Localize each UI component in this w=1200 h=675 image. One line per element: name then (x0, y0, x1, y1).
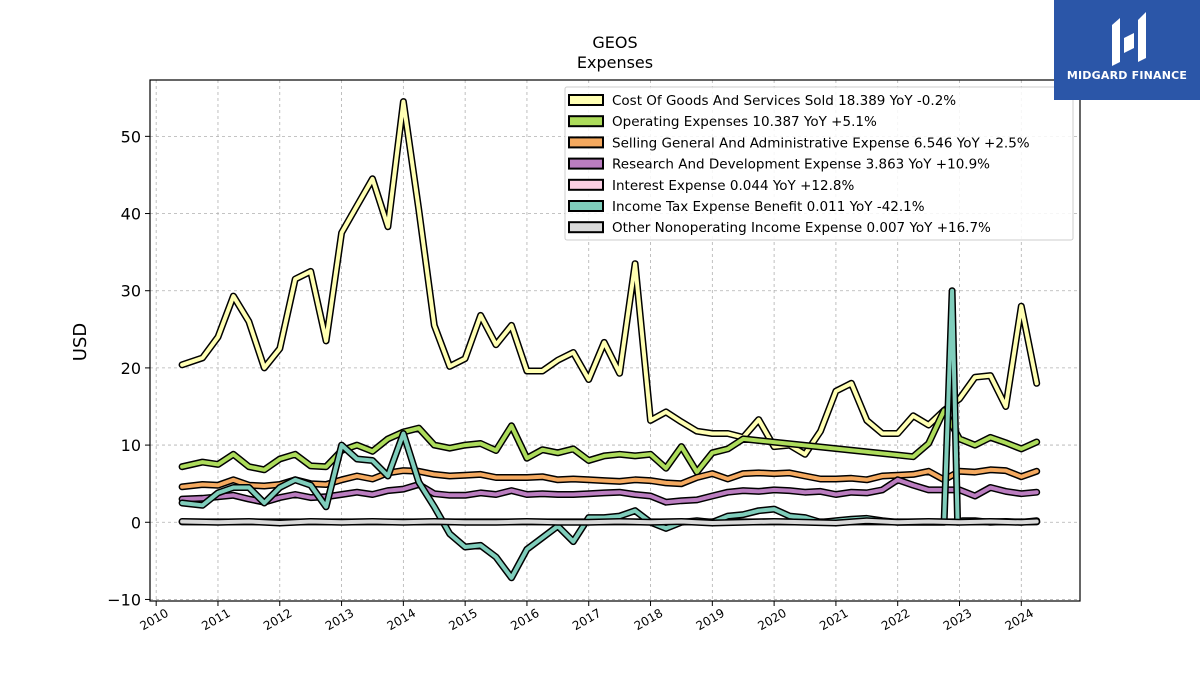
legend-swatch (568, 115, 604, 128)
legend-swatch (568, 221, 604, 234)
legend-entry: Operating Expenses 10.387 YoY +5.1% (612, 114, 877, 130)
legend-entry: Income Tax Expense Benefit 0.011 YoY -42… (612, 199, 925, 215)
series-line-1 (180, 408, 1039, 475)
x-tick-label: 2021 (817, 606, 850, 633)
legend-swatch (568, 200, 604, 212)
y-axis-label: USD (70, 323, 91, 361)
x-axis-ticks: 2010 2011 2012 2013 2014 2015 2016 2017 2018 2019… (137, 601, 1036, 633)
legend-entry: Selling General And Administrative Expen… (612, 135, 1030, 151)
brand-name: MIDGARD FINANCE (1066, 69, 1188, 82)
x-tick-label: 2016 (508, 606, 541, 633)
legend-swatch (568, 136, 604, 149)
y-axis-ticks: −10 0 10 20 30 40 50 (107, 127, 150, 609)
legend: Cost Of Goods And Services Sold 18.389 Y… (564, 86, 1074, 241)
series-line-5 (180, 288, 1039, 580)
legend-box (564, 86, 1074, 241)
x-tick-label: 2023 (941, 606, 974, 633)
logo-mark-icon (1112, 12, 1146, 66)
y-tick-label: 10 (121, 436, 141, 455)
x-tick-label: 2014 (385, 606, 418, 633)
plot-frame (149, 79, 1081, 602)
y-tick-label: 40 (121, 205, 141, 224)
x-tick-label: 2015 (446, 606, 479, 633)
x-tick-label: 2024 (1003, 606, 1036, 633)
legend-entry: Research And Development Expense 3.863 Y… (612, 157, 990, 173)
x-tick-label: 2018 (632, 606, 665, 633)
series-outline-5 (178, 287, 1041, 582)
legend-swatch (568, 178, 604, 191)
brand-logo: MIDGARD FINANCE (1054, 0, 1200, 100)
y-tick-label: 50 (121, 127, 141, 146)
chart-subtitle: Expenses (577, 53, 653, 72)
y-tick-label: 30 (121, 282, 141, 301)
y-tick-label: 20 (121, 359, 141, 378)
series-line-6 (180, 518, 1039, 525)
x-tick-label: 2022 (879, 606, 912, 633)
legend-entry: Interest Expense 0.044 YoY +12.8% (612, 178, 854, 194)
y-tick-label: −10 (107, 590, 141, 609)
x-tick-label: 2019 (694, 606, 727, 633)
x-tick-label: 2020 (755, 606, 788, 633)
x-tick-label: 2010 (137, 606, 170, 633)
x-tick-label: 2017 (570, 606, 603, 633)
legend-swatch (568, 157, 604, 170)
x-tick-label: 2011 (199, 606, 232, 633)
series-lines (178, 98, 1041, 582)
legend-entry: Other Nonoperating Income Expense 0.007 … (612, 220, 991, 236)
legend-swatch (568, 94, 604, 106)
x-tick-label: 2013 (323, 606, 356, 633)
legend-entry: Cost Of Goods And Services Sold 18.389 Y… (612, 93, 956, 109)
series-line-0 (180, 99, 1039, 457)
chart-title: GEOS (592, 33, 637, 52)
x-tick-label: 2012 (261, 606, 294, 633)
y-tick-label: 0 (131, 513, 141, 532)
